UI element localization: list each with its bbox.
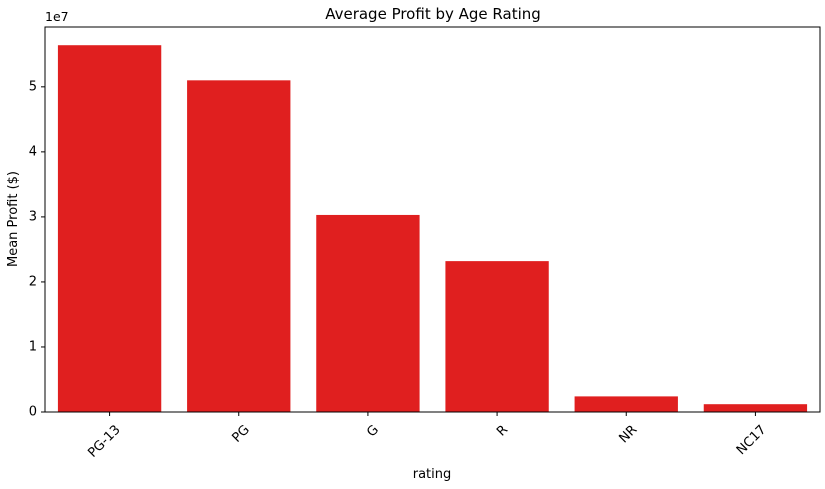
bar-nr [574, 396, 678, 412]
y-tick-label: 0 [29, 405, 37, 420]
y-tick-label: 5 [29, 79, 37, 94]
y-tick-label: 2 [29, 274, 37, 289]
chart-title: Average Profit by Age Rating [325, 5, 541, 23]
bar-pg [187, 80, 291, 413]
y-axis-ticks: 0 1 2 3 4 5 [29, 79, 45, 420]
bar-nc17 [703, 404, 808, 412]
x-tick-label: NR [616, 422, 640, 446]
x-tick-label: G [364, 422, 382, 440]
bar-g [316, 214, 420, 412]
plot-frame [44, 26, 821, 413]
bar-r [445, 261, 549, 412]
y-tick-label: 1 [29, 339, 37, 354]
y-tick-label: 4 [29, 144, 37, 159]
x-tick-label: PG-13 [85, 422, 123, 460]
y-axis-label: Mean Profit ($) [6, 171, 21, 267]
x-axis-ticks: PG-13 PG G R NR NC17 [85, 412, 769, 461]
x-axis-label: rating [413, 467, 452, 482]
bar-pg-13 [57, 45, 162, 412]
x-tick-label: PG [230, 422, 253, 445]
bars-group [57, 45, 808, 413]
y-axis-offset-label: 1e7 [45, 9, 69, 24]
x-tick-label: R [494, 422, 511, 439]
y-tick-label: 3 [29, 209, 37, 224]
x-tick-label: NC17 [734, 422, 770, 458]
